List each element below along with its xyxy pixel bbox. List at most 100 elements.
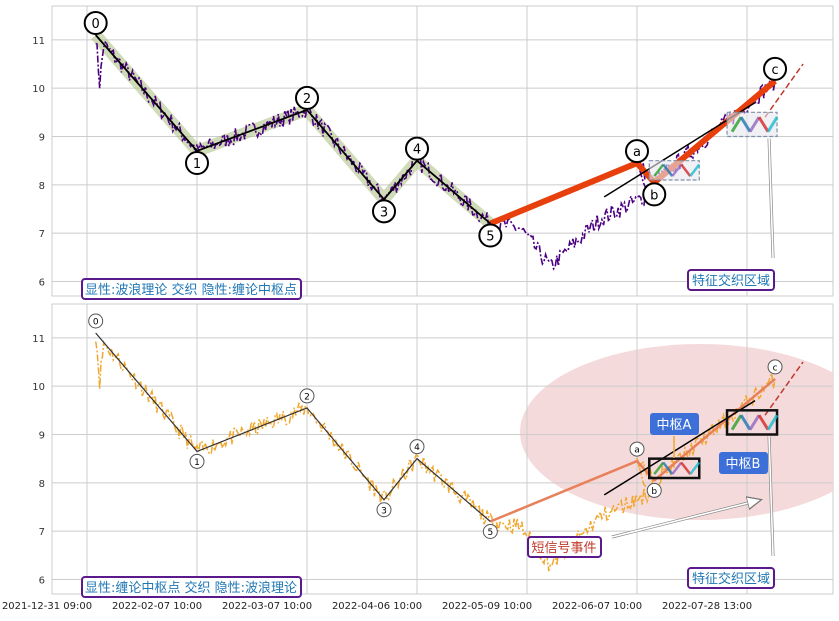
y-tick-label: 9 (39, 133, 45, 144)
wave-label-circle (295, 85, 319, 110)
x-axis: 2021-12-31 09:00 2022-02-07 10:00 2022-03-… (2, 601, 752, 612)
y-tick-label: 7 (39, 527, 45, 538)
wave-label: 4 (413, 143, 421, 158)
bottom-wave-series (95, 332, 491, 522)
wave-label: b (651, 487, 657, 497)
y-tick-label: 11 (32, 334, 45, 345)
wave-label: a (634, 446, 640, 456)
wave-label-circle (185, 151, 209, 175)
y-tick-label: 7 (39, 229, 45, 240)
y-tick-label: 8 (39, 181, 45, 192)
y-tick-label: 6 (39, 278, 45, 289)
wave-label: 4 (414, 443, 420, 453)
wave-label: 3 (381, 506, 387, 516)
x-tick-label: 2022-04-06 10:00 (332, 601, 422, 612)
y-tick-label: 11 (32, 36, 45, 47)
wave-label: c (771, 63, 778, 78)
feature-arrow (768, 436, 774, 557)
pivot-stroke (671, 163, 683, 177)
wave-label: 3 (380, 205, 388, 220)
x-tick-label: 2022-06-07 10:00 (552, 601, 642, 612)
bottom-annotation-text: 显性:缠论中枢点 交织 隐性:波浪理论 (85, 580, 297, 596)
pivot-stroke (730, 414, 743, 431)
wave-label: 1 (194, 458, 200, 468)
y-tick-label: 10 (32, 84, 45, 95)
top-wave-labels: 0 1 2 3 4 5 a b c (83, 11, 788, 248)
y-tick-label: 8 (39, 479, 45, 490)
top-wave-series (95, 34, 491, 225)
pivot-stroke (757, 414, 770, 431)
pivot-a-box: 中枢A (650, 413, 699, 435)
forecast-line (764, 63, 804, 118)
wave-line (95, 34, 491, 225)
pivot-stroke (653, 163, 665, 177)
rising-segment (603, 400, 756, 496)
pivot-box-b (726, 111, 778, 138)
pivot-box-a (648, 160, 700, 181)
bottom-panel: 6 7 8 9 10 11 0 1 2 3 4 5 a b c 显性:缠论中枢点 交织 隐性:波浪理论 特… (32, 303, 834, 598)
bottom-annotation-box: 显性:缠论中枢点 交织 隐性:波浪理论 (81, 576, 302, 598)
pivot-stroke (739, 116, 752, 133)
wave-label: 1 (193, 157, 201, 172)
bottom-overlays (603, 361, 804, 557)
wave-label: 5 (487, 528, 493, 538)
pivot-b-box: 中枢B (719, 452, 768, 474)
pivot-stroke (680, 163, 692, 177)
x-tick-label: 2022-05-09 10:00 (442, 601, 532, 612)
bottom-trend-series (489, 377, 776, 523)
wave-label-circle (405, 136, 429, 161)
pivot-box-b (725, 409, 779, 436)
pivot-a-label: 中枢A (657, 418, 692, 433)
wave-label: 0 (92, 17, 100, 32)
pivot-stroke (739, 414, 752, 431)
y-tick-label: 6 (39, 576, 45, 587)
signal-label: 短信号事件 (531, 541, 596, 556)
top-annotation-text: 显性:波浪理论 交织 隐性:缠论中枢点 (85, 282, 297, 298)
top-grid (52, 6, 833, 296)
top-feature-box: 特征交织区域 (687, 269, 775, 291)
bottom-wave-labels: 0 1 2 3 4 5 a b c (88, 313, 783, 539)
top-overlays (603, 63, 804, 259)
pivot-stroke (766, 414, 779, 431)
pivot-stroke (662, 461, 674, 475)
wave-label-circle (629, 441, 645, 457)
wave-label-circle (372, 199, 396, 224)
wave-label-circle (189, 453, 205, 469)
pivot-stroke (653, 461, 665, 475)
pivot-stroke (680, 461, 692, 475)
top-trend-series (489, 78, 777, 227)
signal-box: 短信号事件 (527, 536, 602, 558)
x-tick-label: 2022-02-07 10:00 (112, 601, 202, 612)
pivot-stroke (662, 163, 674, 177)
y-tick-label: 10 (32, 382, 45, 393)
wave-label: b (650, 188, 658, 203)
wave-label-circle (482, 524, 498, 539)
pivot-stroke (748, 414, 761, 431)
top-panel: 6 7 8 9 10 11 0 1 2 3 4 5 a b c 显性:波浪理论 交织 隐性:缠论中枢点 特… (32, 5, 834, 300)
x-tick-label: 2022-03-07 10:00 (222, 601, 312, 612)
pivot-stroke (689, 461, 701, 475)
wave-label-circle (646, 482, 662, 498)
pivot-stroke (689, 163, 701, 177)
wave-label-circle (83, 11, 108, 35)
pivot-b-label: 中枢B (726, 457, 761, 472)
wave-label-circle (763, 56, 788, 81)
trend-line (489, 78, 777, 227)
bottom-feature-box: 特征交织区域 (687, 567, 775, 589)
x-tick-label: 2022-07-28 13:00 (662, 601, 752, 612)
top-annotation-box: 显性:波浪理论 交织 隐性:缠论中枢点 (81, 278, 302, 300)
pivot-stroke (671, 461, 683, 475)
feature-arrow (768, 138, 774, 259)
wave-label: a (633, 145, 641, 160)
wave-label: 2 (303, 92, 311, 107)
signal-arrow (611, 500, 760, 538)
wave-label-circle (767, 359, 783, 375)
wave-label: 0 (93, 318, 99, 328)
y-tick-label: 9 (39, 431, 45, 442)
wave-label-circle (88, 313, 104, 329)
forecast-line (764, 361, 804, 416)
bottom-y-ticks: 6 7 8 9 10 11 (32, 334, 45, 587)
pivot-stroke (766, 116, 779, 133)
